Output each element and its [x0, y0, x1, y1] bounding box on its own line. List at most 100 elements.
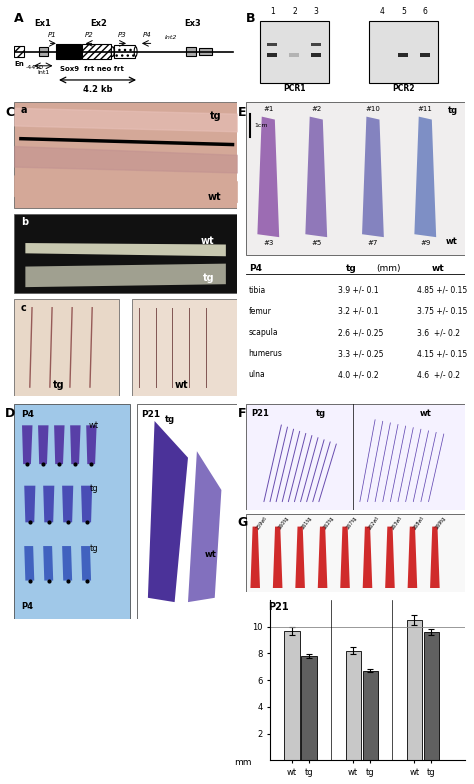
Polygon shape: [86, 425, 97, 464]
Polygon shape: [62, 485, 73, 522]
Text: tg: tg: [210, 111, 221, 121]
Bar: [369, 20, 438, 82]
Text: #3: #3: [263, 240, 273, 246]
Text: Sox9  frt neo frt: Sox9 frt neo frt: [60, 66, 124, 72]
Polygon shape: [62, 546, 72, 580]
Text: humerus: humerus: [249, 349, 283, 358]
Text: wt: wt: [432, 263, 445, 273]
Bar: [301, 656, 317, 760]
Text: #9: #9: [420, 240, 430, 246]
Text: 260tg: 260tg: [278, 516, 290, 530]
Text: wt: wt: [420, 409, 432, 418]
Bar: [14, 46, 24, 57]
Text: G: G: [238, 516, 248, 529]
Bar: [363, 671, 378, 760]
Text: wt: wt: [204, 550, 216, 559]
Text: tg: tg: [448, 107, 458, 115]
Text: P2: P2: [85, 32, 94, 38]
Text: b: b: [21, 216, 28, 227]
Bar: [311, 43, 320, 46]
Polygon shape: [38, 425, 48, 464]
Text: 3: 3: [314, 6, 319, 16]
Text: C: C: [5, 107, 14, 119]
Polygon shape: [340, 527, 350, 588]
Text: 262wt: 262wt: [367, 516, 381, 531]
Text: tibia: tibia: [249, 285, 266, 295]
Bar: [14, 299, 119, 396]
Bar: [246, 102, 465, 255]
Polygon shape: [54, 425, 64, 464]
Polygon shape: [257, 117, 279, 237]
Polygon shape: [273, 527, 283, 588]
Text: #5: #5: [311, 240, 321, 246]
Text: 6: 6: [423, 6, 428, 16]
Polygon shape: [81, 485, 92, 522]
Polygon shape: [26, 243, 226, 256]
Text: wt: wt: [446, 237, 458, 246]
Text: 269tg: 269tg: [435, 516, 447, 530]
Text: tg: tg: [90, 484, 99, 492]
Text: tg: tg: [53, 380, 64, 390]
Polygon shape: [24, 546, 34, 580]
Polygon shape: [148, 421, 188, 602]
Text: Ex2: Ex2: [91, 20, 107, 28]
Polygon shape: [408, 527, 417, 588]
Text: 262tg: 262tg: [323, 516, 335, 530]
Text: PCR2: PCR2: [392, 84, 415, 93]
Polygon shape: [295, 527, 305, 588]
Text: -4410: -4410: [26, 64, 43, 70]
Bar: [186, 47, 196, 56]
Text: 1: 1: [270, 6, 275, 16]
Text: 4.0 +/- 0.2: 4.0 +/- 0.2: [338, 370, 379, 379]
Text: Int2: Int2: [165, 35, 177, 40]
Text: 261tg: 261tg: [300, 516, 312, 530]
Polygon shape: [43, 546, 53, 580]
Text: 4.2 kb: 4.2 kb: [83, 85, 112, 93]
Text: tg: tg: [90, 544, 99, 553]
Text: 3.9 +/- 0.1: 3.9 +/- 0.1: [338, 285, 379, 295]
Text: P21: P21: [141, 410, 160, 419]
Text: 4: 4: [379, 6, 384, 16]
Text: #1: #1: [263, 107, 273, 112]
Text: P21: P21: [251, 409, 269, 418]
Bar: [346, 651, 361, 760]
Polygon shape: [318, 527, 328, 588]
Text: En: En: [14, 61, 24, 67]
Text: P4: P4: [21, 410, 34, 419]
Text: 3.75 +/- 0.15: 3.75 +/- 0.15: [417, 307, 467, 316]
Text: #10: #10: [365, 107, 380, 112]
Polygon shape: [430, 527, 440, 588]
Bar: [267, 53, 277, 56]
Bar: [420, 53, 429, 56]
Text: 2: 2: [292, 6, 297, 16]
Y-axis label: mm: mm: [234, 758, 252, 767]
Bar: [407, 620, 422, 760]
Text: femur: femur: [249, 307, 272, 316]
Polygon shape: [188, 452, 221, 602]
Polygon shape: [26, 263, 226, 287]
Text: 267tg: 267tg: [345, 516, 357, 530]
Text: tg: tg: [203, 273, 215, 283]
Text: #7: #7: [368, 240, 378, 246]
Text: wt: wt: [201, 236, 215, 246]
Bar: [260, 20, 329, 82]
Polygon shape: [24, 485, 36, 522]
Text: 4.15 +/- 0.15: 4.15 +/- 0.15: [417, 349, 467, 358]
Text: A: A: [14, 12, 23, 25]
Text: 268wt: 268wt: [412, 516, 425, 531]
Ellipse shape: [134, 47, 137, 56]
Text: scapula: scapula: [249, 328, 278, 337]
Bar: [398, 53, 408, 56]
Text: P3: P3: [118, 32, 127, 38]
Polygon shape: [81, 546, 91, 580]
Text: 259wt: 259wt: [255, 516, 268, 531]
Text: ulna: ulna: [249, 370, 265, 379]
Text: F: F: [238, 407, 246, 420]
Text: 3.3 +/- 0.25: 3.3 +/- 0.25: [338, 349, 383, 358]
Bar: [199, 48, 212, 56]
Text: P4: P4: [249, 263, 262, 273]
Text: 263wt: 263wt: [390, 516, 403, 531]
Text: 4.85 +/- 0.15: 4.85 +/- 0.15: [417, 285, 467, 295]
Text: a: a: [21, 105, 27, 115]
Text: P4: P4: [142, 32, 151, 38]
